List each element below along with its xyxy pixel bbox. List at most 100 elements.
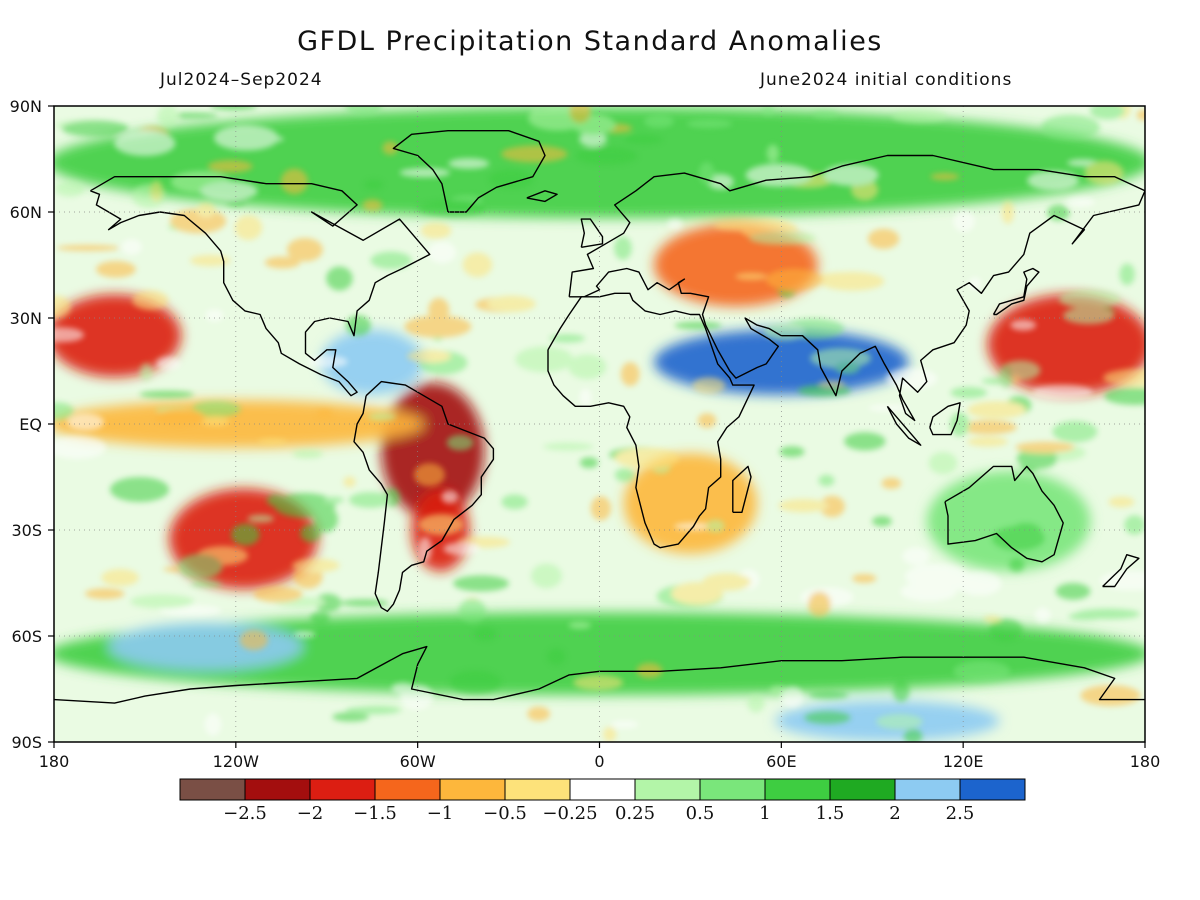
anomaly-region <box>926 471 1091 572</box>
texture-blob <box>549 334 585 343</box>
texture-blob <box>399 167 451 178</box>
texture-blob <box>54 180 86 197</box>
texture-blob <box>706 519 725 533</box>
texture-blob <box>486 295 536 312</box>
texture-blob <box>707 174 734 190</box>
texture-blob <box>345 706 400 715</box>
texture-blob <box>667 218 683 229</box>
texture-blob <box>1108 496 1135 508</box>
texture-blob <box>872 515 892 527</box>
coastline <box>580 218 604 248</box>
texture-blob <box>928 451 958 475</box>
texture-blob <box>501 145 568 163</box>
texture-blob <box>891 108 948 124</box>
texture-blob <box>1066 196 1095 207</box>
coastline <box>944 465 1064 563</box>
texture-blob <box>766 144 779 163</box>
texture-blob <box>804 711 851 724</box>
texture-blob <box>257 438 288 445</box>
texture-blob <box>779 446 805 458</box>
texture-blob <box>749 231 816 245</box>
coastline <box>732 465 752 513</box>
coastline <box>353 380 495 612</box>
texture-blob <box>603 726 617 742</box>
colorbar-swatch <box>309 778 376 801</box>
colorbar-swatch <box>569 778 636 801</box>
colorbar-label: −2.5 <box>223 803 267 824</box>
lon-label: 60W <box>400 752 436 771</box>
texture-blob <box>992 526 1045 551</box>
texture-blob <box>207 159 253 173</box>
texture-blob <box>150 180 163 202</box>
texture-blob <box>818 380 846 387</box>
lon-label: 180 <box>1130 752 1161 771</box>
texture-blob <box>1009 558 1025 572</box>
texture-blob <box>747 694 765 713</box>
texture-blob <box>844 432 886 451</box>
lat-label: EQ <box>19 415 42 434</box>
texture-blob <box>292 449 324 459</box>
texture-blob <box>636 662 663 679</box>
texture-blob <box>462 252 493 278</box>
texture-blob <box>983 615 1001 623</box>
texture-blob <box>343 476 356 488</box>
texture-blob <box>114 130 176 156</box>
lon-label: 180 <box>39 752 70 771</box>
coastline <box>54 645 1145 704</box>
texture-blob <box>812 110 839 119</box>
field-texture <box>54 106 1145 742</box>
texture-blob <box>364 179 383 190</box>
colorbar-swatch <box>179 778 246 801</box>
texture-blob <box>579 388 592 407</box>
texture-blob <box>1080 685 1141 706</box>
texture-blob <box>280 168 308 195</box>
texture-blob <box>818 474 835 487</box>
texture-blob <box>413 463 445 487</box>
texture-blob <box>1104 387 1145 406</box>
texture-blob <box>835 361 860 375</box>
texture-blob <box>515 346 574 373</box>
texture-blob <box>1015 441 1075 453</box>
texture-blob <box>1052 420 1098 443</box>
colorbar-swatch <box>829 778 896 801</box>
texture-blob <box>448 158 490 169</box>
texture-blob <box>61 120 129 137</box>
texture-blob <box>867 228 900 249</box>
gridlines <box>54 106 1145 742</box>
texture-blob <box>316 408 333 418</box>
texture-blob <box>692 377 726 394</box>
texture-blob <box>778 499 829 513</box>
texture-blob <box>190 580 223 588</box>
colorbar-swatch <box>764 778 831 801</box>
texture-blob <box>1034 607 1051 623</box>
texture-blob <box>763 323 805 341</box>
coastlines <box>54 130 1145 704</box>
texture-blob <box>310 611 330 625</box>
texture-blob <box>420 222 452 239</box>
texture-blob <box>781 686 804 708</box>
colorbar-label: 0.25 <box>615 803 655 824</box>
texture-blob <box>575 147 638 165</box>
texture-blob <box>1084 160 1124 185</box>
texture-blob <box>1103 368 1145 387</box>
texture-blob <box>130 594 194 609</box>
texture-blob <box>579 131 607 147</box>
texture-blob <box>234 215 263 240</box>
texture-blob <box>1001 200 1014 224</box>
texture-blob <box>453 575 509 592</box>
colorbar-swatch <box>244 778 311 801</box>
colorbar-label: −0.25 <box>542 803 597 824</box>
texture-blob <box>568 621 592 630</box>
colorbar-swatch <box>959 778 1026 801</box>
texture-blob <box>1041 114 1100 141</box>
texture-blob <box>1010 319 1037 331</box>
texture-blob <box>876 713 923 730</box>
texture-blob <box>292 558 340 573</box>
texture-blob <box>239 630 269 651</box>
texture-blob <box>247 514 274 523</box>
texture-blob <box>286 237 323 262</box>
texture-blob <box>400 684 434 710</box>
lat-label: 60N <box>10 203 42 222</box>
texture-blob <box>210 106 258 111</box>
